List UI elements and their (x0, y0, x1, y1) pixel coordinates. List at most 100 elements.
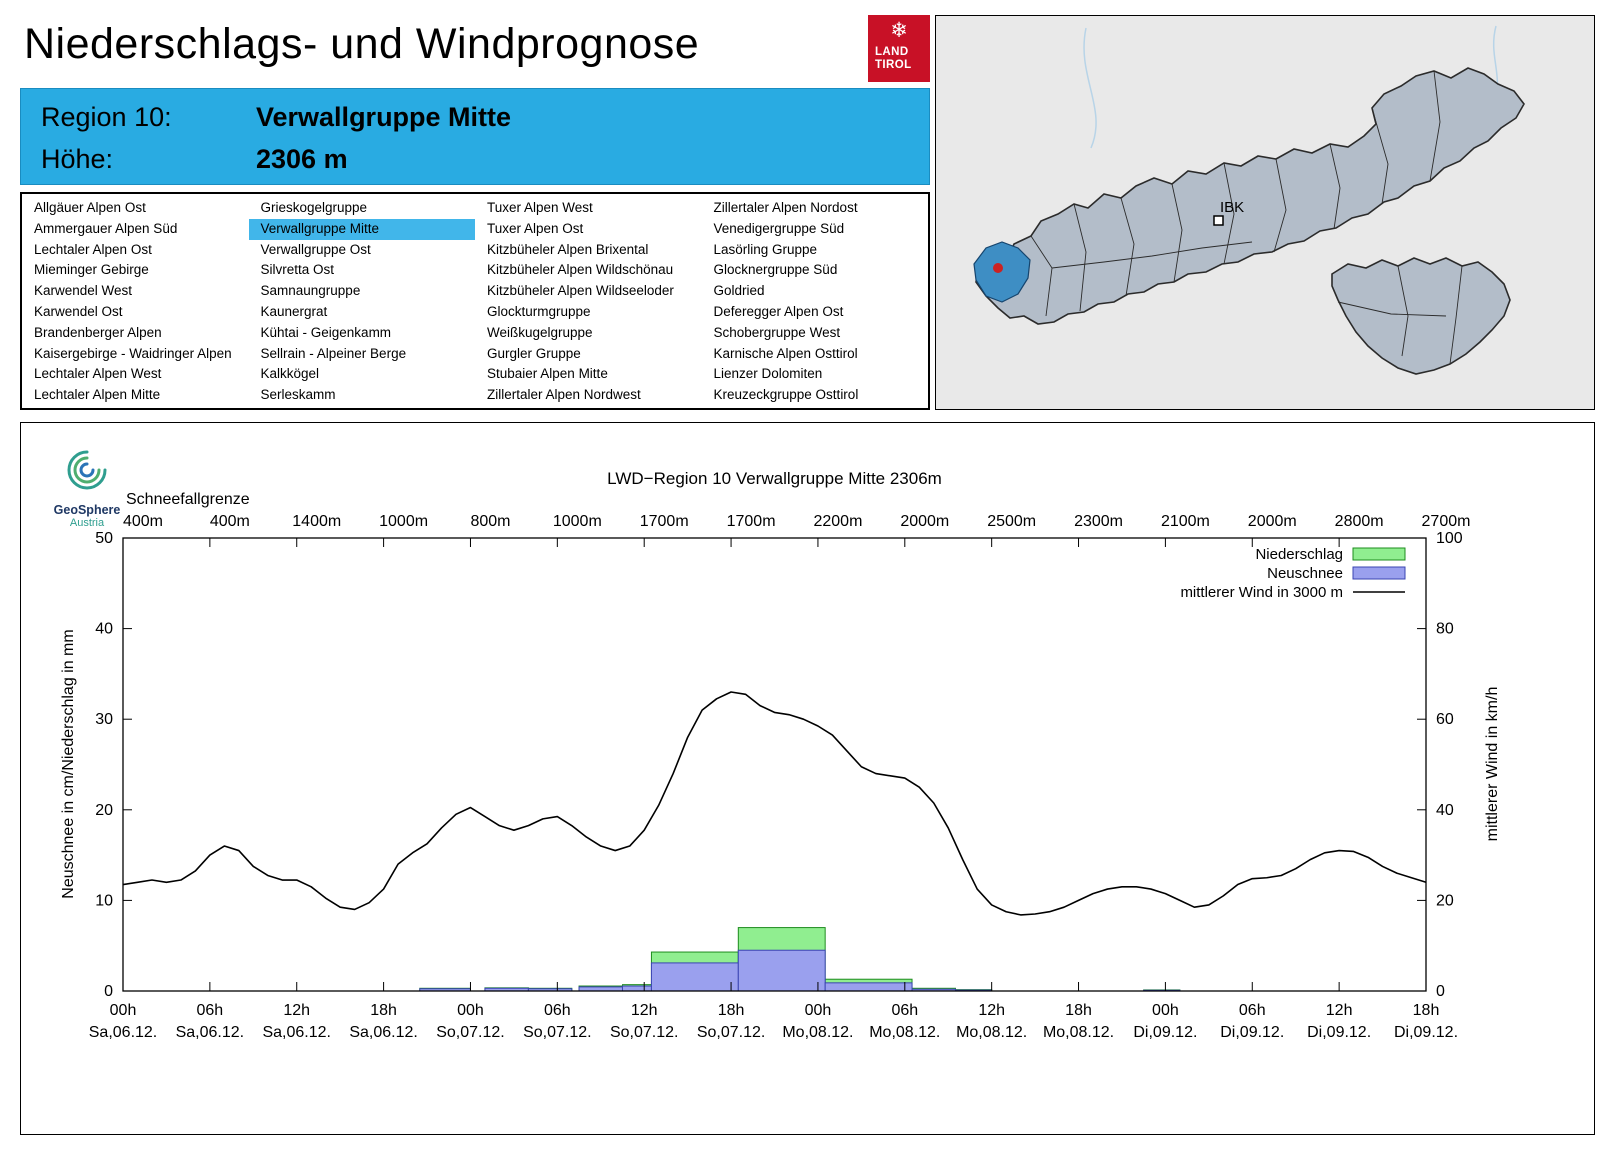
page-title: Niederschlags- und Windprognose (24, 20, 700, 68)
region-item[interactable]: Lechtaler Alpen West (34, 366, 162, 382)
region-item[interactable]: Kaunergrat (260, 303, 328, 319)
svg-text:0: 0 (104, 983, 113, 1000)
region-item[interactable]: Grieskogelgruppe (260, 200, 368, 215)
region-item[interactable]: Serleskamm (260, 387, 336, 403)
svg-text:12h: 12h (631, 1002, 658, 1019)
y-axis-label-right: mittlerer Wind in km/h (1484, 686, 1501, 842)
region-item[interactable]: Tuxer Alpen West (487, 200, 593, 215)
svg-text:400m: 400m (210, 513, 250, 530)
region-item[interactable]: Lasörling Gruppe (713, 241, 818, 257)
region-item[interactable]: Allgäuer Alpen Ost (34, 200, 146, 215)
svg-text:Sa,06.12.: Sa,06.12. (176, 1024, 245, 1041)
forecast-chart: 400m 400m 1400m 1000m 800m 1000m 1700m 1700m 220… (89, 513, 1471, 1041)
region-item[interactable]: Samnaungruppe (260, 283, 361, 299)
region-item[interactable]: Kitzbüheler Alpen Wildschönau (487, 262, 674, 278)
region-item[interactable]: Lechtaler Alpen Ost (34, 241, 152, 257)
region-item[interactable]: Sellrain - Alpeiner Berge (260, 345, 407, 361)
svg-text:2000m: 2000m (900, 513, 949, 530)
svg-text:2200m: 2200m (813, 513, 862, 530)
region-item[interactable]: Lechtaler Alpen Mitte (34, 387, 161, 403)
region-item[interactable]: Stubaier Alpen Mitte (487, 366, 608, 382)
region-column: Allgäuer Alpen Ost Ammergauer Alpen Süd Le… (22, 198, 249, 404)
svg-text:00h: 00h (1152, 1002, 1179, 1019)
svg-text:2000m: 2000m (1248, 513, 1297, 530)
svg-text:40: 40 (95, 621, 113, 638)
logo-text-tirol: TIROL (875, 58, 912, 71)
svg-text:So,07.12.: So,07.12. (436, 1024, 505, 1041)
svg-text:12h: 12h (1326, 1002, 1353, 1019)
region-item[interactable]: Glockturmgruppe (487, 303, 591, 319)
neuschnee-bars (419, 949, 1181, 992)
city-label: IBK (1220, 199, 1244, 216)
svg-text:1000m: 1000m (553, 513, 602, 530)
region-item[interactable]: Zillertaler Alpen Nordwest (487, 387, 641, 403)
tirol-region-map[interactable]: IBK (935, 15, 1595, 410)
svg-text:18h: 18h (718, 1002, 745, 1019)
svg-text:Mo,08.12.: Mo,08.12. (956, 1024, 1027, 1041)
region-column: Zillertaler Alpen Nordost Venedigergruppe… (702, 198, 929, 404)
region-item[interactable]: Weißkugelgruppe (487, 324, 593, 340)
svg-text:Di,09.12.: Di,09.12. (1307, 1024, 1371, 1041)
region-item[interactable]: Schobergruppe West (713, 324, 841, 340)
svg-text:80: 80 (1436, 621, 1454, 638)
region-value: Verwallgruppe Mitte (256, 102, 512, 132)
region-item[interactable]: Venedigergruppe Süd (713, 220, 845, 236)
region-label: Region 10: (41, 102, 172, 132)
svg-text:06h: 06h (1239, 1002, 1266, 1019)
svg-text:40: 40 (1436, 802, 1454, 819)
region-item[interactable]: Lienzer Dolomiten (713, 366, 823, 382)
map-region-boundaries (1030, 70, 1463, 365)
svg-text:So,07.12.: So,07.12. (523, 1024, 592, 1041)
snowline-values: 400m 400m 1400m 1000m 800m 1000m 1700m 1700m 220… (123, 513, 1470, 530)
legend: Niederschlag Neuschnee mittlerer Wind in 3… (1180, 546, 1406, 601)
svg-text:So,07.12.: So,07.12. (610, 1024, 679, 1041)
altitude-value: 2306 m (256, 144, 348, 174)
plot-frame (122, 537, 1427, 992)
region-item-selected[interactable]: Verwallgruppe Mitte (248, 218, 475, 240)
svg-text:00h: 00h (457, 1002, 484, 1019)
region-item[interactable]: Kaisergebirge - Waidringer Alpen (34, 345, 232, 361)
region-item[interactable]: Ammergauer Alpen Süd (34, 220, 178, 236)
svg-text:12h: 12h (978, 1002, 1005, 1019)
axes: 0 10 20 30 40 50 0 20 40 60 80 100 00h Sa,06.12. 06h Sa… (89, 530, 1463, 1041)
svg-text:1700m: 1700m (727, 513, 776, 530)
svg-text:06h: 06h (891, 1002, 918, 1019)
region-item[interactable]: Kühtai - Geigenkamm (260, 324, 392, 340)
svg-text:Niederschlag: Niederschlag (1255, 546, 1343, 563)
region-item[interactable]: Glocknergruppe Süd (713, 262, 838, 278)
svg-text:60: 60 (1436, 711, 1454, 728)
region-item[interactable]: Kitzbüheler Alpen Wildseeloder (487, 283, 674, 299)
region-item[interactable]: Karwendel Ost (34, 303, 123, 319)
snowline-label: Schneefallgrenze (126, 491, 250, 508)
geosphere-swirl-icon (67, 450, 107, 490)
region-item[interactable]: Karnische Alpen Osttirol (713, 345, 858, 361)
svg-text:18h: 18h (1065, 1002, 1092, 1019)
region-item[interactable]: Verwallgruppe Ost (260, 241, 371, 257)
svg-text:18h: 18h (370, 1002, 397, 1019)
region-item[interactable]: Mieminger Gebirge (34, 262, 149, 278)
chart-panel: 400m 400m 1400m 1000m 800m 1000m 1700m 1700m 220… (20, 422, 1595, 1135)
region-item[interactable]: Brandenberger Alpen (34, 324, 162, 340)
svg-text:30: 30 (95, 711, 113, 728)
svg-text:18h: 18h (1413, 1002, 1440, 1019)
region-item[interactable]: Kitzbüheler Alpen Brixental (487, 241, 649, 257)
region-item[interactable]: Silvretta Ost (260, 262, 335, 278)
region-item[interactable]: Zillertaler Alpen Nordost (713, 200, 858, 215)
region-item[interactable]: Kreuzeckgruppe Osttirol (713, 387, 859, 403)
region-item[interactable]: Gurgler Gruppe (487, 345, 581, 361)
logo-text-land: LAND (875, 46, 909, 58)
svg-text:0: 0 (1436, 983, 1445, 1000)
map-selected-region[interactable] (973, 241, 1031, 303)
map-east-tirol[interactable] (1331, 257, 1511, 375)
region-item[interactable]: Deferegger Alpen Ost (713, 303, 844, 319)
svg-text:10: 10 (95, 892, 113, 909)
region-item[interactable]: Tuxer Alpen Ost (487, 220, 584, 236)
region-item[interactable]: Kalkkögel (260, 366, 320, 382)
svg-text:100: 100 (1436, 530, 1463, 547)
land-tirol-logo: ❄ LAND TIROL (868, 15, 930, 82)
map-north-tirol[interactable] (975, 67, 1525, 325)
region-header: Region 10: Verwallgruppe Mitte Höhe: 230… (20, 88, 930, 185)
region-item[interactable]: Karwendel West (34, 283, 133, 299)
svg-text:mittlerer Wind in 3000 m: mittlerer Wind in 3000 m (1180, 584, 1343, 601)
region-item[interactable]: Goldried (713, 283, 765, 299)
